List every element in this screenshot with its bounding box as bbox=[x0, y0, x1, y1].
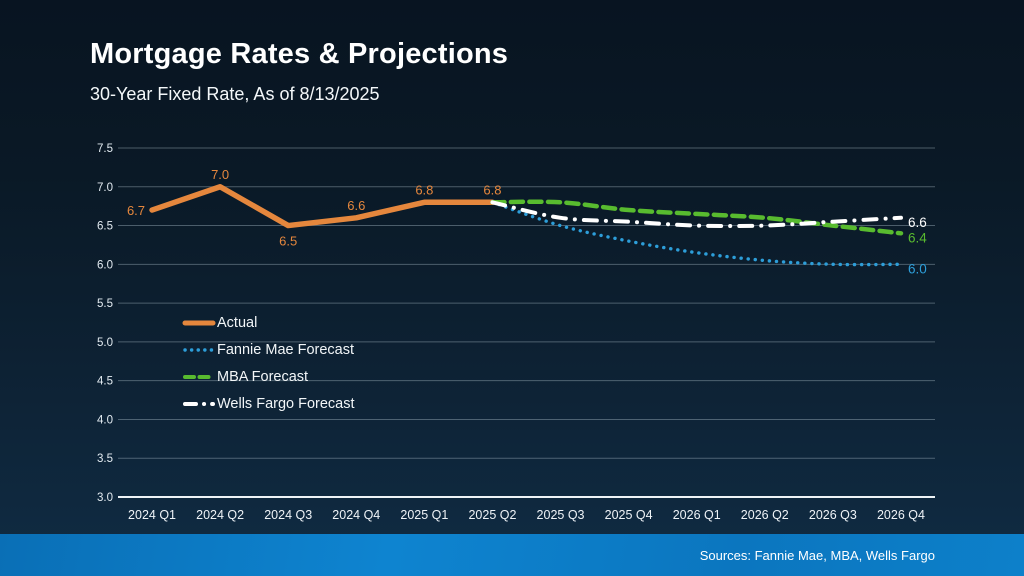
series-line-actual bbox=[149, 184, 496, 229]
end-label-wells-fargo-forecast: 6.6 bbox=[908, 215, 927, 230]
x-tick-label: 2025 Q1 bbox=[400, 508, 448, 522]
x-tick-label: 2026 Q3 bbox=[809, 508, 857, 522]
page-subtitle: 30-Year Fixed Rate, As of 8/13/2025 bbox=[90, 84, 380, 104]
legend-label: Actual bbox=[217, 314, 258, 331]
series-line-mba-forecast bbox=[490, 199, 904, 236]
data-label-actual-0: 6.7 bbox=[127, 203, 145, 218]
chart-legend: Actual Fannie Mae Forecast MBA Forecast Wel… bbox=[182, 313, 355, 413]
x-tick-label: 2026 Q4 bbox=[877, 508, 925, 522]
y-tick-label: 4.5 bbox=[97, 376, 113, 388]
data-label-actual-5: 6.8 bbox=[483, 182, 501, 197]
data-label-actual-4: 6.8 bbox=[415, 182, 433, 197]
sources-text: Sources: Fannie Mae, MBA, Wells Fargo bbox=[699, 547, 935, 563]
x-tick-label: 2025 Q4 bbox=[605, 508, 653, 522]
y-tick-label: 5.0 bbox=[97, 337, 113, 349]
y-tick-label: 5.5 bbox=[97, 298, 113, 310]
y-tick-label: 3.5 bbox=[97, 453, 113, 465]
x-tick-label: 2024 Q4 bbox=[332, 508, 380, 522]
y-tick-label: 7.5 bbox=[97, 143, 113, 155]
end-label-mba-forecast: 6.4 bbox=[908, 230, 927, 245]
y-tick-label: 3.0 bbox=[97, 492, 113, 504]
legend-label: Wells Fargo Forecast bbox=[217, 395, 355, 412]
x-tick-label: 2024 Q1 bbox=[128, 508, 176, 522]
x-tick-label: 2024 Q3 bbox=[264, 508, 312, 522]
end-label-fannie-mae-forecast: 6.0 bbox=[908, 261, 927, 276]
series-line-wells-fargo-forecast bbox=[490, 200, 903, 229]
legend-item-fannie-mae-forecast: Fannie Mae Forecast bbox=[182, 340, 355, 359]
legend-label: Fannie Mae Forecast bbox=[217, 341, 355, 358]
series-line-fannie-mae-forecast bbox=[490, 200, 903, 267]
legend-line-sample-dotted-icon bbox=[183, 347, 215, 352]
legend-item-actual: Actual bbox=[182, 313, 355, 332]
data-label-actual-1: 7.0 bbox=[211, 167, 229, 182]
page-title: Mortgage Rates & Projections bbox=[90, 38, 509, 70]
data-label-actual-2: 6.5 bbox=[279, 234, 297, 249]
x-tick-label: 2026 Q1 bbox=[673, 508, 721, 522]
x-tick-label: 2024 Q2 bbox=[196, 508, 244, 522]
y-tick-label: 7.0 bbox=[97, 182, 113, 194]
x-tick-label: 2025 Q3 bbox=[537, 508, 585, 522]
x-tick-label: 2026 Q2 bbox=[741, 508, 789, 522]
y-tick-label: 6.5 bbox=[97, 221, 113, 233]
legend-label: MBA Forecast bbox=[217, 368, 309, 385]
legend-line-sample-dash-dot-icon bbox=[183, 401, 215, 406]
x-tick-label: 2025 Q2 bbox=[468, 508, 516, 522]
y-tick-label: 4.0 bbox=[97, 414, 113, 426]
data-label-actual-3: 6.6 bbox=[347, 198, 365, 213]
legend-line-sample-solid-icon bbox=[182, 320, 216, 325]
y-tick-label: 6.0 bbox=[97, 259, 113, 271]
legend-item-wells-fargo-forecast: Wells Fargo Forecast bbox=[182, 394, 355, 413]
legend-line-sample-dashed-icon bbox=[183, 374, 215, 379]
legend-item-mba-forecast: MBA Forecast bbox=[182, 367, 355, 386]
footer-bar: Sources: Fannie Mae, MBA, Wells Fargo bbox=[0, 534, 1024, 576]
